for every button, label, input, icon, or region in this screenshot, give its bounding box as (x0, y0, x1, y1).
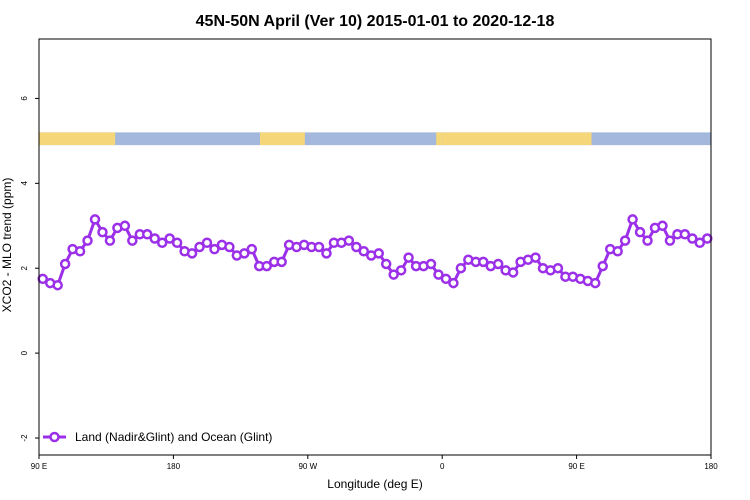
data-point (209, 243, 220, 255)
y-tick-label: 2 (20, 265, 29, 270)
x-tick-label: 180 (704, 462, 718, 471)
series-layer (37, 214, 713, 291)
y-tick-label: 0 (20, 350, 29, 355)
data-point (321, 248, 332, 259)
data-point (590, 277, 601, 289)
data-point (164, 233, 175, 244)
data-point (403, 252, 414, 263)
data-point (276, 256, 287, 268)
data-point (425, 258, 437, 270)
data-point (358, 245, 370, 257)
data-point (52, 279, 63, 291)
data-point (149, 233, 160, 244)
data-point (440, 273, 452, 285)
data-point (104, 235, 116, 246)
y-tick-label: -2 (20, 434, 29, 442)
data-point (313, 241, 325, 253)
data-point (156, 237, 168, 249)
data-point (186, 248, 198, 259)
data-point (127, 235, 138, 246)
data-point (552, 262, 564, 274)
legend-marker-swatch (49, 431, 60, 443)
axes-layer: 90 E 180 90 W 0 90 E 180 -2 0 2 4 6 (20, 38, 718, 471)
data-point (142, 229, 153, 240)
data-point (97, 226, 108, 238)
data-point (380, 258, 392, 270)
data-point (194, 241, 205, 253)
plot-frame (38, 38, 712, 456)
land-segment-0 (39, 132, 116, 146)
data-point (530, 252, 541, 263)
y-axis-label: XCO2 - MLO trend (ppm) (0, 178, 14, 313)
data-point (478, 256, 489, 268)
data-point (687, 233, 698, 244)
data-point (395, 265, 407, 276)
x-tick-label: 180 (167, 462, 181, 471)
data-point (507, 267, 519, 278)
land-segment-2 (436, 132, 443, 146)
data-point (702, 233, 713, 244)
data-point (261, 260, 272, 272)
x-tick-label: 90 E (568, 462, 584, 471)
data-point (597, 260, 608, 272)
data-point (664, 235, 676, 246)
y-tick-label: 4 (20, 181, 29, 186)
data-point (82, 235, 93, 246)
data-point (343, 235, 355, 246)
data-point (74, 245, 86, 257)
data-point (455, 262, 467, 274)
x-tick-label: 0 (440, 462, 445, 471)
data-point (627, 214, 638, 225)
data-point (201, 237, 213, 249)
data-point (388, 269, 399, 280)
data-point (246, 243, 258, 255)
data-point (612, 245, 623, 257)
data-point (679, 229, 691, 240)
data-point (224, 241, 235, 253)
legend: Land (Nadir&Glint) and Ocean (Glint) (43, 430, 272, 444)
data-point (119, 220, 131, 232)
data-point (492, 258, 504, 270)
data-point (373, 248, 384, 259)
x-axis-label: Longitude (deg E) (327, 477, 422, 491)
land-segment-3 (442, 132, 592, 146)
data-point (694, 237, 706, 249)
data-point (657, 220, 668, 232)
legend-entry-label: Land (Nadir&Glint) and Ocean (Glint) (75, 430, 272, 444)
x-tick-label: 90 E (31, 462, 47, 471)
data-point (239, 248, 250, 259)
y-tick-label: 6 (20, 96, 29, 101)
data-point (619, 235, 631, 246)
data-point (433, 269, 444, 280)
data-point (351, 241, 362, 253)
data-point (634, 226, 646, 238)
data-point (59, 258, 71, 270)
chart-title: 45N-50N April (Ver 10) 2015-01-01 to 202… (196, 13, 555, 30)
land-segment-1 (260, 132, 305, 146)
data-point (89, 214, 101, 225)
land-ocean-strip (39, 132, 711, 146)
data-point (642, 235, 653, 246)
ocean-band (39, 132, 711, 146)
data-point (448, 277, 459, 289)
x-tick-label: 90 W (298, 462, 317, 471)
data-point (171, 237, 183, 249)
